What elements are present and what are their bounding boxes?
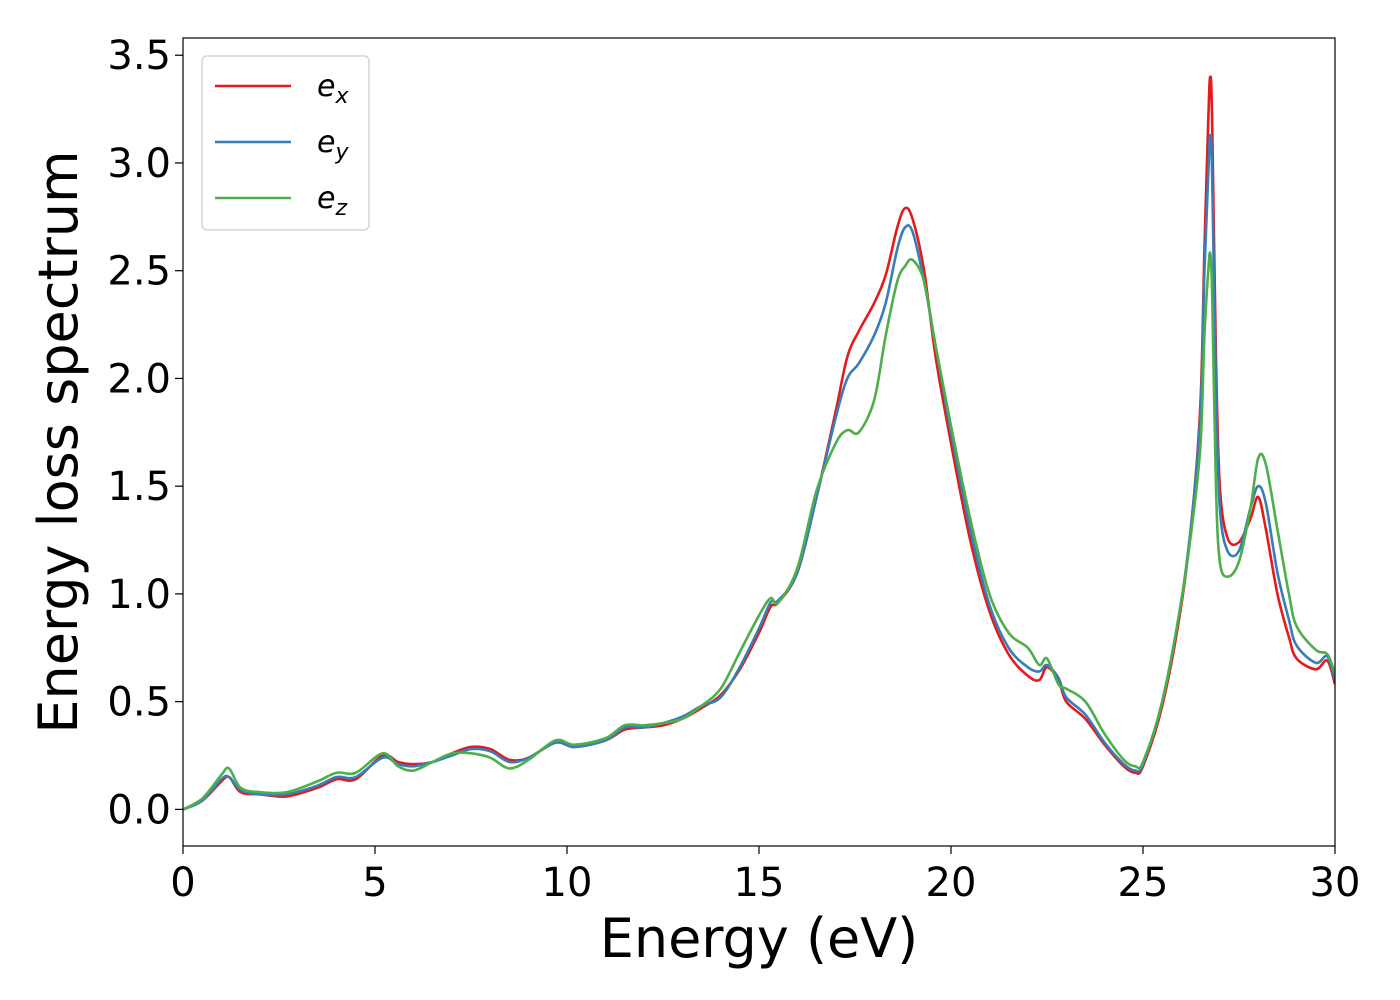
x-tick-label: 0 — [170, 860, 195, 906]
y-tick-label: 0.0 — [107, 787, 171, 833]
y-tick-label: 3.5 — [107, 33, 171, 79]
y-tick-label: 0.5 — [107, 680, 171, 726]
y-tick-label: 1.5 — [107, 464, 171, 510]
series-lines — [183, 75, 1335, 811]
x-tick-label: 10 — [542, 860, 593, 906]
series-line-ez — [183, 251, 1335, 811]
x-axis-label: Energy (eV) — [600, 907, 919, 970]
legend-label-ex: ex — [317, 69, 349, 109]
legend: ex ey ez — [201, 55, 370, 231]
x-tick-label: 20 — [926, 860, 977, 906]
plot-background — [183, 38, 1335, 846]
x-tick-label: 25 — [1118, 860, 1169, 906]
y-axis-label: Energy loss spectrum — [27, 150, 90, 733]
series-line-ey — [183, 133, 1335, 811]
x-axis-ticks: 0 5 10 15 20 25 30 — [170, 846, 1360, 906]
legend-label-ez: ez — [317, 181, 347, 221]
x-tick-label: 30 — [1310, 860, 1361, 906]
y-tick-label: 3.0 — [107, 141, 171, 187]
y-tick-label: 2.0 — [107, 356, 171, 402]
legend-label-ey: ey — [317, 125, 349, 165]
plot-frame — [182, 37, 1336, 847]
y-tick-label: 1.0 — [107, 572, 171, 618]
y-axis-ticks: 0.0 0.5 1.0 1.5 2.0 2.5 3.0 3.5 — [107, 33, 183, 833]
x-tick-label: 15 — [734, 860, 785, 906]
x-tick-label: 5 — [362, 860, 387, 906]
y-tick-label: 2.5 — [107, 249, 171, 295]
